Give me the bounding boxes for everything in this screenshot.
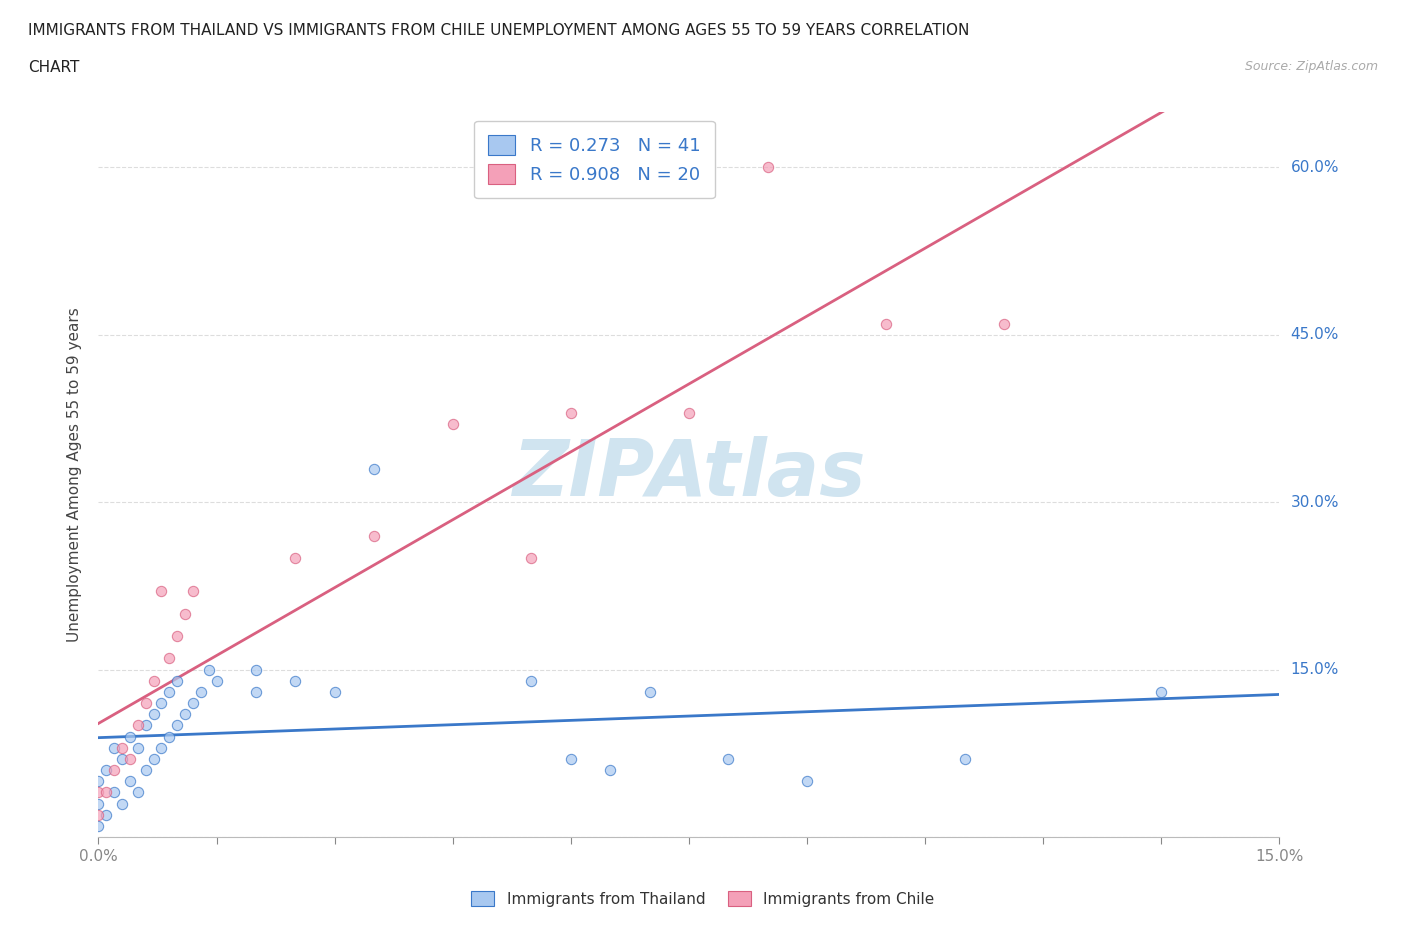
Point bbox=[142, 673, 165, 688]
Point bbox=[174, 707, 197, 722]
Point bbox=[181, 584, 204, 599]
Point bbox=[87, 774, 110, 789]
Text: 60.0%: 60.0% bbox=[1291, 160, 1339, 175]
Point bbox=[678, 405, 700, 420]
Y-axis label: Unemployment Among Ages 55 to 59 years: Unemployment Among Ages 55 to 59 years bbox=[67, 307, 83, 642]
Point bbox=[142, 751, 165, 766]
Point bbox=[96, 785, 118, 800]
Point bbox=[166, 629, 188, 644]
Point bbox=[96, 763, 118, 777]
Point bbox=[638, 684, 661, 699]
Point bbox=[96, 807, 118, 822]
Point bbox=[111, 751, 134, 766]
Point bbox=[323, 684, 346, 699]
Point bbox=[520, 673, 543, 688]
Point bbox=[118, 774, 141, 789]
Point bbox=[181, 696, 204, 711]
Legend: R = 0.273   N = 41, R = 0.908   N = 20: R = 0.273 N = 41, R = 0.908 N = 20 bbox=[474, 121, 716, 198]
Point bbox=[197, 662, 219, 677]
Point bbox=[87, 785, 110, 800]
Point bbox=[520, 551, 543, 565]
Point bbox=[111, 796, 134, 811]
Point bbox=[245, 662, 267, 677]
Point bbox=[111, 740, 134, 755]
Point bbox=[87, 807, 110, 822]
Point bbox=[717, 751, 740, 766]
Point bbox=[103, 785, 125, 800]
Point bbox=[142, 707, 165, 722]
Point bbox=[560, 751, 582, 766]
Point bbox=[150, 740, 173, 755]
Point bbox=[190, 684, 212, 699]
Point bbox=[135, 763, 157, 777]
Point bbox=[560, 405, 582, 420]
Point bbox=[599, 763, 621, 777]
Legend: Immigrants from Thailand, Immigrants from Chile: Immigrants from Thailand, Immigrants fro… bbox=[465, 885, 941, 913]
Point bbox=[135, 696, 157, 711]
Text: 45.0%: 45.0% bbox=[1291, 327, 1339, 342]
Point bbox=[363, 528, 385, 543]
Point bbox=[157, 684, 180, 699]
Point bbox=[127, 785, 149, 800]
Point bbox=[166, 673, 188, 688]
Point bbox=[953, 751, 976, 766]
Text: ZIPAtlas: ZIPAtlas bbox=[512, 436, 866, 512]
Point bbox=[150, 696, 173, 711]
Point bbox=[205, 673, 228, 688]
Point bbox=[284, 551, 307, 565]
Point bbox=[875, 316, 897, 331]
Point bbox=[1150, 684, 1173, 699]
Text: Source: ZipAtlas.com: Source: ZipAtlas.com bbox=[1244, 60, 1378, 73]
Point bbox=[103, 763, 125, 777]
Point bbox=[441, 417, 464, 432]
Point bbox=[166, 718, 188, 733]
Point bbox=[993, 316, 1015, 331]
Point bbox=[87, 818, 110, 833]
Text: IMMIGRANTS FROM THAILAND VS IMMIGRANTS FROM CHILE UNEMPLOYMENT AMONG AGES 55 TO : IMMIGRANTS FROM THAILAND VS IMMIGRANTS F… bbox=[28, 23, 970, 38]
Point bbox=[150, 584, 173, 599]
Point bbox=[118, 751, 141, 766]
Text: 15.0%: 15.0% bbox=[1291, 662, 1339, 677]
Point bbox=[157, 651, 180, 666]
Point bbox=[174, 606, 197, 621]
Point bbox=[157, 729, 180, 744]
Point bbox=[127, 740, 149, 755]
Point bbox=[127, 718, 149, 733]
Point bbox=[103, 740, 125, 755]
Point bbox=[118, 729, 141, 744]
Point bbox=[363, 461, 385, 476]
Point bbox=[284, 673, 307, 688]
Text: CHART: CHART bbox=[28, 60, 80, 75]
Text: 30.0%: 30.0% bbox=[1291, 495, 1339, 510]
Point bbox=[796, 774, 818, 789]
Point bbox=[87, 796, 110, 811]
Point bbox=[135, 718, 157, 733]
Point bbox=[245, 684, 267, 699]
Point bbox=[756, 160, 779, 175]
